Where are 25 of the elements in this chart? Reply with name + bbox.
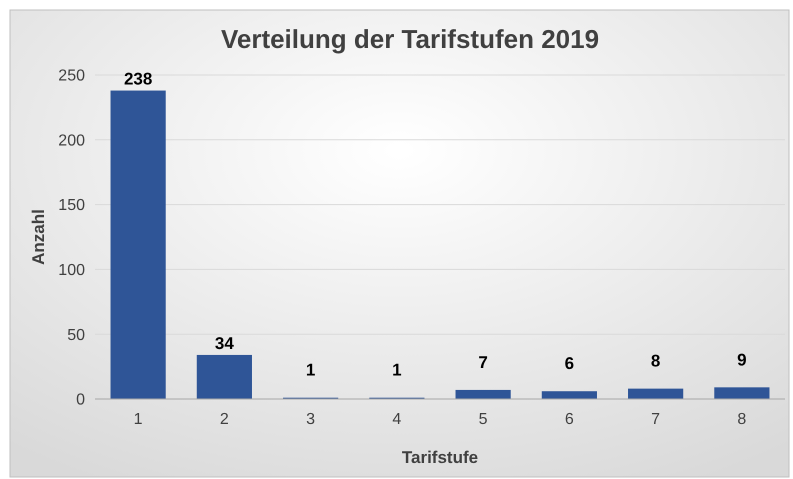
x-tick-label: 5 bbox=[478, 411, 488, 428]
x-axis-title: Tarifstufe bbox=[402, 448, 478, 467]
data-label: 34 bbox=[214, 334, 234, 353]
y-tick-label: 200 bbox=[58, 132, 86, 150]
x-tick-label: 6 bbox=[564, 411, 574, 428]
data-label: 9 bbox=[737, 350, 747, 370]
y-tick-label: 100 bbox=[58, 262, 86, 279]
y-tick-label: 250 bbox=[58, 68, 86, 85]
data-label: 8 bbox=[650, 352, 660, 371]
y-tick-label: 150 bbox=[58, 197, 86, 214]
y-axis-title: Anzahl bbox=[29, 209, 48, 265]
data-label: 6 bbox=[564, 354, 574, 374]
x-tick-label: 3 bbox=[306, 411, 316, 428]
x-tick-label: 1 bbox=[134, 411, 143, 428]
data-label: 238 bbox=[124, 70, 152, 89]
x-tick-label: 4 bbox=[392, 411, 402, 428]
data-label: 1 bbox=[306, 360, 316, 380]
y-tick-label: 0 bbox=[76, 392, 86, 409]
chart-title: Verteilung der Tarifstufen 2019 bbox=[220, 24, 600, 54]
x-tick-label: 7 bbox=[651, 411, 660, 428]
x-tick-label: 2 bbox=[220, 411, 229, 428]
y-tick-label: 50 bbox=[67, 326, 86, 344]
data-label: 1 bbox=[392, 360, 402, 380]
data-label: 7 bbox=[478, 352, 488, 372]
x-tick-label: 8 bbox=[737, 411, 746, 428]
